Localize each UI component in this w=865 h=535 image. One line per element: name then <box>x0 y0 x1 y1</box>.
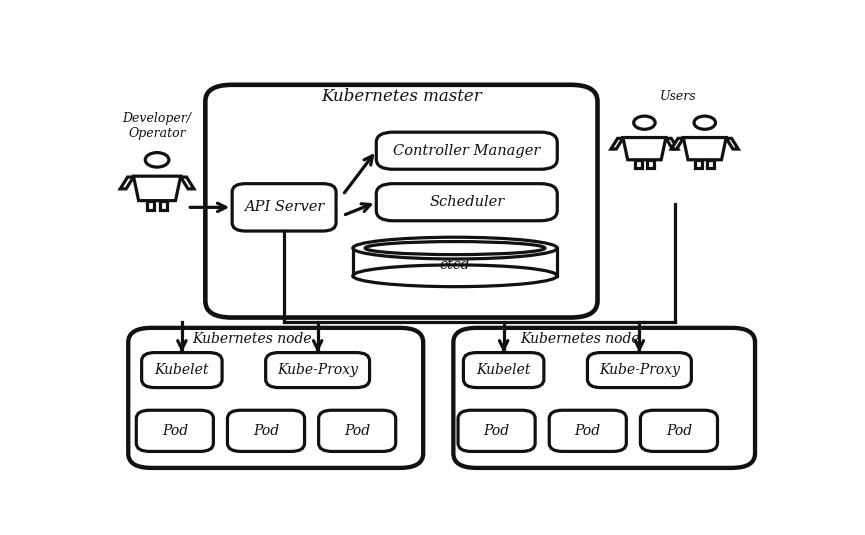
FancyBboxPatch shape <box>137 410 214 452</box>
Circle shape <box>145 152 169 167</box>
Text: Pod: Pod <box>162 424 188 438</box>
FancyBboxPatch shape <box>458 410 535 452</box>
Text: Users: Users <box>660 90 696 103</box>
Polygon shape <box>160 201 168 210</box>
FancyBboxPatch shape <box>464 353 544 387</box>
Polygon shape <box>727 139 739 149</box>
Text: Kube-Proxy: Kube-Proxy <box>277 363 358 377</box>
FancyBboxPatch shape <box>376 184 557 221</box>
FancyBboxPatch shape <box>128 328 423 468</box>
Text: Scheduler: Scheduler <box>429 195 504 209</box>
Polygon shape <box>623 137 666 160</box>
Polygon shape <box>708 160 714 168</box>
Polygon shape <box>666 139 678 149</box>
FancyBboxPatch shape <box>205 85 598 318</box>
Polygon shape <box>133 176 181 201</box>
FancyBboxPatch shape <box>640 410 717 452</box>
Polygon shape <box>611 139 623 149</box>
Text: etcd: etcd <box>439 258 471 272</box>
Ellipse shape <box>353 237 557 259</box>
Text: Pod: Pod <box>253 424 279 438</box>
Polygon shape <box>181 177 194 189</box>
Text: Kubelet: Kubelet <box>155 363 209 377</box>
Circle shape <box>694 116 715 129</box>
Polygon shape <box>683 137 727 160</box>
FancyBboxPatch shape <box>587 353 691 387</box>
Polygon shape <box>647 160 654 168</box>
Ellipse shape <box>353 265 557 287</box>
Text: Pod: Pod <box>666 424 692 438</box>
FancyBboxPatch shape <box>227 410 304 452</box>
FancyBboxPatch shape <box>142 353 222 387</box>
Text: Pod: Pod <box>484 424 509 438</box>
Text: Kubernetes node: Kubernetes node <box>520 332 640 346</box>
FancyBboxPatch shape <box>376 132 557 169</box>
Circle shape <box>634 116 655 129</box>
Polygon shape <box>147 201 154 210</box>
FancyBboxPatch shape <box>453 328 755 468</box>
Polygon shape <box>671 139 683 149</box>
Polygon shape <box>695 160 702 168</box>
Polygon shape <box>635 160 642 168</box>
Text: Kubernetes node: Kubernetes node <box>192 332 312 346</box>
Text: API Server: API Server <box>244 200 324 215</box>
Text: Kubernetes master: Kubernetes master <box>321 88 482 105</box>
Text: Controller Manager: Controller Manager <box>393 144 541 158</box>
Text: Pod: Pod <box>344 424 370 438</box>
Text: Kubelet: Kubelet <box>477 363 531 377</box>
FancyBboxPatch shape <box>549 410 626 452</box>
FancyBboxPatch shape <box>266 353 369 387</box>
Ellipse shape <box>365 242 545 255</box>
Text: Kube-Proxy: Kube-Proxy <box>599 363 680 377</box>
Polygon shape <box>120 177 133 189</box>
FancyBboxPatch shape <box>232 184 336 231</box>
FancyBboxPatch shape <box>318 410 395 452</box>
Text: Developer/
Operator: Developer/ Operator <box>123 112 191 140</box>
Text: Pod: Pod <box>574 424 601 438</box>
